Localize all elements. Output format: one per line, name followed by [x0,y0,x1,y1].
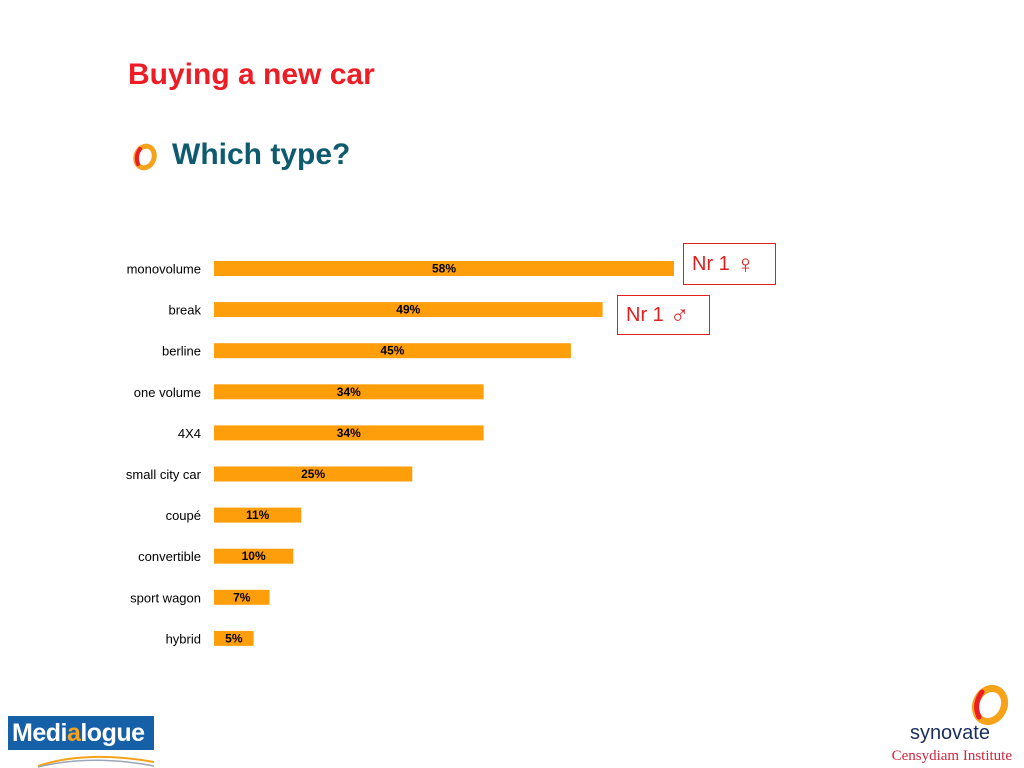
category-label: monovolume [127,262,201,277]
nr1-male-text: Nr 1 [626,303,664,326]
synovate-logo: synovate Censydiam Institute [876,684,1016,768]
orange-ring-bullet-icon [133,143,157,171]
bar-value-label: 34% [337,385,361,399]
bar [214,630,254,646]
medialogue-swoosh-icon [37,755,155,768]
bar-value-label: 11% [246,508,270,522]
bar-value-label: 34% [337,426,361,440]
synovate-logo-subtitle: Censydiam Institute [891,748,1012,764]
bar-value-label: 10% [242,549,266,563]
category-label: hybrid [166,631,201,646]
bar-value-label: 45% [380,344,404,358]
category-label: small city car [126,467,202,482]
medialogue-logo-part2: a [66,718,81,747]
category-label: 4X4 [178,426,201,441]
bar [214,261,674,276]
bar [214,507,302,523]
bar-value-label: 49% [396,303,420,317]
bar [214,466,413,482]
bar-value-label: 7% [233,590,251,604]
nr1-female-annotation: Nr 1 ♀ [683,243,776,285]
category-label: sport wagon [130,590,201,605]
bar-value-label: 58% [432,262,456,276]
medialogue-logo-part1: Medi [12,718,67,747]
female-symbol-icon: ♀ [735,249,756,279]
category-label: coupé [166,508,201,523]
bar [214,589,270,605]
nr1-female-text: Nr 1 [692,252,730,275]
medialogue-logo-part3: logue [80,718,145,747]
synovate-logo-name: synovate [909,722,990,744]
bar [214,548,294,564]
bar-value-label: 5% [225,631,243,645]
category-label: break [168,303,201,318]
bar-chart: monovolume 58% break 49% berline 45% one volum… [126,261,674,646]
page-title: Buying a new car [128,58,375,91]
bar [214,425,484,441]
category-label: convertible [138,549,201,564]
medialogue-logo: Medi a logue [8,716,158,768]
nr1-male-annotation: Nr 1 ♂ [617,295,710,335]
category-label: one volume [134,385,201,400]
bar [214,384,484,400]
category-label: berline [162,344,201,359]
synovate-ring-icon [971,684,1009,726]
bar [214,343,571,359]
male-symbol-icon: ♂ [669,300,690,330]
bar [214,302,603,318]
bar-value-label: 25% [301,467,325,481]
page-subtitle: Which type? [172,138,351,171]
